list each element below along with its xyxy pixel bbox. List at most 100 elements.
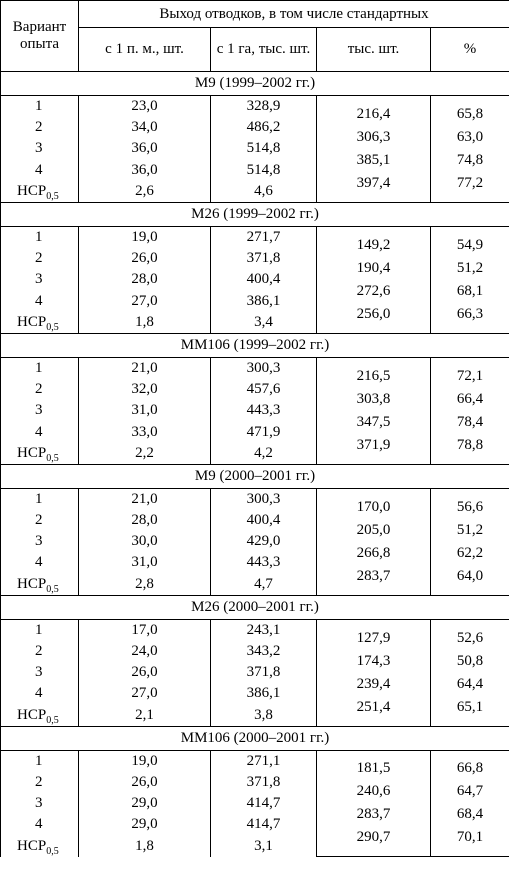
- merged-cell: 181,5 240,6 283,7 290,7: [316, 749, 431, 858]
- data-row: 1 17,0 243,1 127,9 174,3 239,4 251,4 52,6 50,8 64…: [0, 618, 509, 727]
- header-cell: Выход отводков, в том числе стандартных: [77, 0, 509, 28]
- value-line: 65,8: [456, 105, 484, 122]
- value-cell: 386,1: [210, 683, 317, 705]
- value-cell: 21,0: [78, 357, 211, 380]
- value-cell: 414,7: [210, 793, 317, 815]
- merged-cell: 216,5 303,8 347,5 371,9: [316, 356, 431, 465]
- variant-cell: 2: [0, 248, 79, 270]
- lsd-label: НСР: [17, 444, 47, 461]
- value-line: 64,7: [456, 783, 484, 800]
- data-row: 2 34,0 486,2: [0, 117, 509, 139]
- value-cell: 414,7: [210, 814, 317, 836]
- value-cell: 34,0: [78, 117, 211, 139]
- variant-cell: 2: [0, 510, 79, 532]
- variant-cell: 4: [0, 421, 79, 443]
- data-row: 2 26,0 371,8: [0, 248, 509, 270]
- header-cell: Вариант опыта: [0, 0, 79, 72]
- variant-cell: 2: [0, 771, 79, 794]
- variant-cell: 4: [0, 159, 79, 181]
- value-cell: 2,8: [78, 573, 211, 596]
- variant-cell: НСР0,5: [0, 835, 79, 857]
- value-cell: 343,2: [210, 640, 317, 663]
- variant-cell: 3: [0, 662, 79, 684]
- data-row: 3 31,0 443,3: [0, 400, 509, 422]
- data-row: 4 29,0 414,7: [0, 814, 509, 836]
- value-line: 240,6: [356, 783, 391, 800]
- merged-cell: 72,1 66,4 78,4 78,8: [429, 356, 509, 465]
- variant-cell: 2: [0, 379, 79, 401]
- data-row: 1 21,0 300,3 170,0 205,0 266,8 283,7 56,6 51,2 62…: [0, 487, 509, 596]
- value-cell: 2,6: [78, 180, 211, 203]
- lsd-subscript: 0,5: [46, 452, 59, 464]
- value-cell: 271,7: [210, 226, 317, 249]
- data-row: 3 29,0 414,7: [0, 793, 509, 815]
- value-cell: 29,0: [78, 793, 211, 815]
- data-row: 1 19,0 271,1 181,5 240,6 283,7 290,7 66,8 64,7 68…: [0, 749, 509, 858]
- value-cell: 32,0: [78, 379, 211, 401]
- value-line: 347,5: [356, 413, 391, 430]
- header-cell: с 1 п. м., шт.: [78, 27, 211, 72]
- value-cell: 19,0: [78, 226, 211, 249]
- variant-cell: 1: [0, 226, 79, 249]
- value-line: 78,4: [456, 413, 484, 430]
- data-row: 3 26,0 371,8: [0, 662, 509, 684]
- value-cell: 31,0: [78, 400, 211, 422]
- variant-cell: 2: [0, 640, 79, 663]
- data-row: 3 28,0 400,4: [0, 269, 509, 291]
- variant-cell: 3: [0, 793, 79, 815]
- value-line: 251,4: [356, 698, 391, 715]
- value-line: 190,4: [356, 259, 391, 276]
- lsd-label: НСР: [17, 575, 47, 592]
- value-cell: 1,8: [78, 311, 211, 334]
- section-row: М26 (2000–2001 гг.): [0, 594, 509, 620]
- merged-cell: 66,8 64,7 68,4 70,1: [429, 749, 509, 858]
- data-row: НСР0,5 2,1 3,8: [0, 704, 509, 727]
- value-cell: 27,0: [78, 290, 211, 312]
- section-row: ММ106 (1999–2002 гг.): [0, 332, 509, 358]
- value-line: 170,0: [356, 498, 391, 515]
- value-cell: 31,0: [78, 552, 211, 574]
- value-cell: 300,3: [210, 488, 317, 510]
- value-cell: 4,6: [210, 180, 317, 203]
- variant-cell: НСР0,5: [0, 442, 79, 465]
- variant-cell: 4: [0, 683, 79, 705]
- value-cell: 486,2: [210, 117, 317, 139]
- merged-cell: 65,8 63,0 74,8 77,2: [429, 95, 509, 203]
- section-title: М9 (1999–2002 гг.): [0, 71, 509, 96]
- merged-cell: 56,6 51,2 62,2 64,0: [429, 487, 509, 596]
- value-cell: 27,0: [78, 683, 211, 705]
- merged-cell: 170,0 205,0 266,8 283,7: [316, 487, 431, 596]
- value-line: 77,2: [456, 174, 484, 191]
- value-cell: 26,0: [78, 662, 211, 684]
- value-cell: 1,8: [78, 835, 211, 857]
- value-line: 63,0: [456, 128, 484, 145]
- value-line: 127,9: [356, 629, 391, 646]
- section-title: М9 (2000–2001 гг.): [0, 463, 509, 489]
- value-line: 272,6: [356, 282, 391, 299]
- value-cell: 17,0: [78, 619, 211, 641]
- value-line: 181,5: [356, 760, 391, 777]
- value-cell: 371,8: [210, 248, 317, 270]
- value-cell: 21,0: [78, 488, 211, 510]
- value-cell: 328,9: [210, 95, 317, 118]
- lsd-subscript: 0,5: [46, 845, 59, 857]
- lsd-label: НСР: [17, 837, 47, 854]
- variant-cell: НСР0,5: [0, 311, 79, 334]
- value-line: 283,7: [356, 806, 391, 823]
- value-cell: 3,8: [210, 704, 317, 727]
- lsd-subscript: 0,5: [46, 190, 59, 202]
- value-cell: 443,3: [210, 400, 317, 422]
- merged-cell: 127,9 174,3 239,4 251,4: [316, 618, 431, 727]
- value-cell: 386,1: [210, 290, 317, 312]
- variant-cell: 4: [0, 814, 79, 836]
- value-cell: 36,0: [78, 138, 211, 160]
- value-line: 66,3: [456, 305, 484, 322]
- header-cell: с 1 га, тыс. шт.: [210, 27, 317, 72]
- section-title: ММ106 (2000–2001 гг.): [0, 725, 509, 751]
- variant-cell: 1: [0, 619, 79, 641]
- lsd-label: НСР: [17, 313, 47, 330]
- header-row: Вариант опыта Выход отводков, в том числ…: [0, 0, 509, 72]
- value-cell: 471,9: [210, 421, 317, 443]
- variant-cell: 1: [0, 95, 79, 118]
